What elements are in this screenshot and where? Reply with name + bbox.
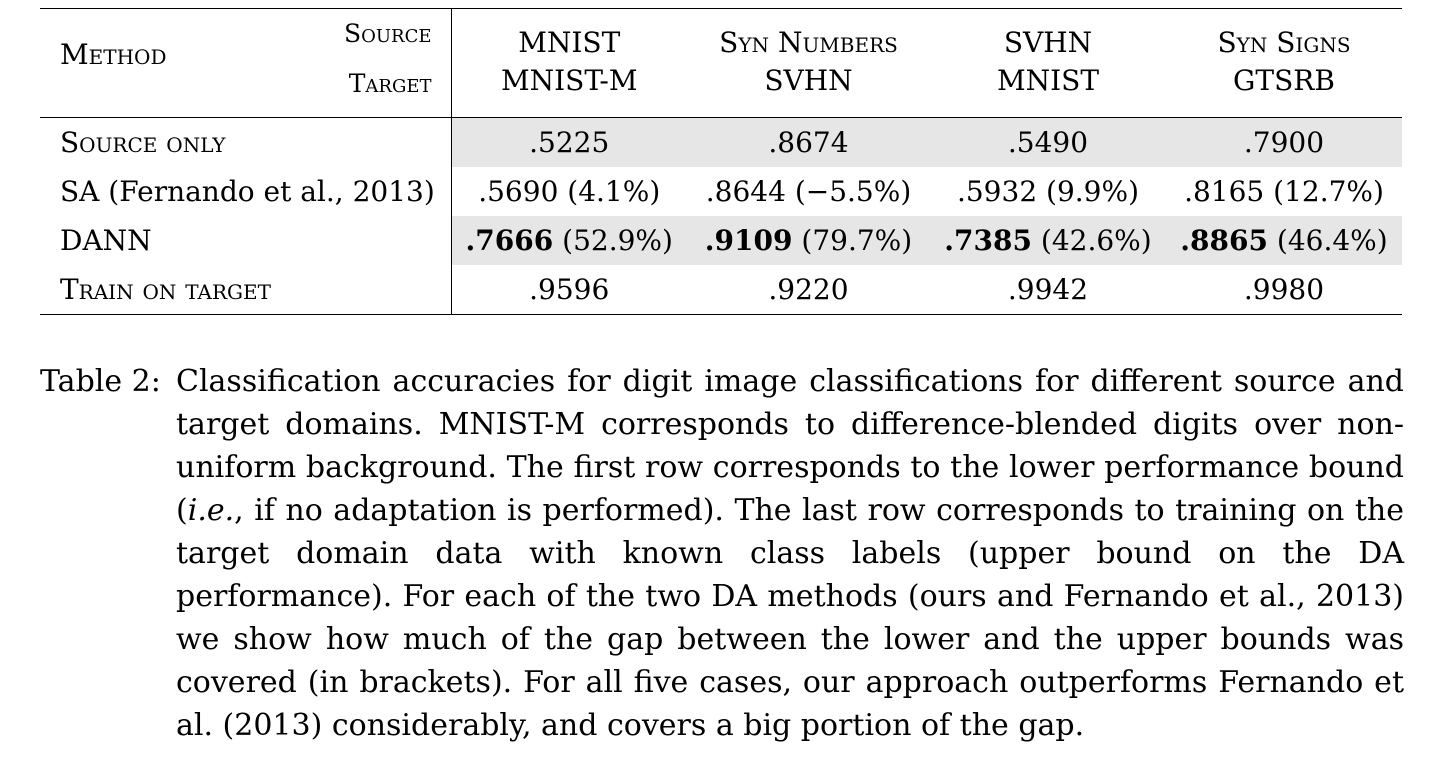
table-cell: .5225	[451, 117, 687, 167]
caption-label: Table 2:	[40, 364, 161, 399]
col-source-mnist: MNIST	[518, 26, 621, 59]
method-header: Method	[60, 38, 167, 71]
header-method-cell: Method Source Target	[40, 8, 452, 118]
col-target-svhn: SVHN	[764, 64, 853, 97]
col-target-mnist-m: MNIST-M	[500, 64, 638, 97]
table-cell: .7900	[1166, 117, 1402, 167]
table-cell: .5490	[930, 117, 1166, 167]
col-source-svhn: SVHN	[1003, 26, 1093, 59]
row-name-dann: DANN	[40, 216, 452, 265]
target-label: Target	[348, 69, 432, 98]
table-row: Train on target .9596 .9220 .9942 .9980	[40, 265, 1402, 315]
table-cell: .9109 (79.7%)	[687, 216, 930, 265]
table-row: Source only .5225 .8674 .5490 .7900	[40, 117, 1402, 167]
table-row: DANN .7666 (52.9%) .9109 (79.7%) .7385 (…	[40, 216, 1402, 265]
col-source-syn-signs: Syn Signs	[1217, 26, 1351, 59]
table-cell: .8644 (−5.5%)	[705, 174, 912, 208]
table-cell: .9942	[1007, 272, 1089, 306]
header-row-target: MNIST-M SVHN MNIST GTSRB	[40, 59, 1402, 118]
table-cell: .8865 (46.4%)	[1166, 216, 1402, 265]
row-name-source-only: Source only	[40, 117, 452, 167]
table-cell: .8165 (12.7%)	[1184, 174, 1384, 208]
caption-text: Classification accuracies for digit imag…	[176, 364, 1404, 743]
table-cell: .5932 (9.9%)	[956, 174, 1140, 208]
row-name-sa: SA (Fernando et al., 2013)	[40, 167, 452, 216]
table-cell: .5690 (4.1%)	[478, 174, 661, 208]
col-source-syn-numbers: Syn Numbers	[719, 26, 898, 59]
table-cell: .9596	[529, 272, 610, 306]
table-cell: .7666 (52.9%)	[451, 216, 687, 265]
table-cell: .8674	[687, 117, 930, 167]
header-row-source: Method Source Target MNIST Syn Numbers S…	[40, 8, 1402, 118]
results-table: Method Source Target MNIST Syn Numbers S…	[40, 8, 1402, 315]
row-name-train-on-target: Train on target	[40, 265, 452, 315]
table-row: SA (Fernando et al., 2013) .5690 (4.1%) …	[40, 167, 1402, 216]
col-target-gtsrb: GTSRB	[1233, 64, 1335, 97]
table-caption: Table 2: Classification accuracies for d…	[40, 360, 1404, 747]
table-cell: .9220	[768, 272, 849, 306]
source-label: Source	[343, 19, 432, 48]
table-cell: .7385 (42.6%)	[930, 216, 1166, 265]
table-cell: .9980	[1243, 272, 1325, 306]
col-target-mnist: MNIST	[996, 64, 1100, 97]
